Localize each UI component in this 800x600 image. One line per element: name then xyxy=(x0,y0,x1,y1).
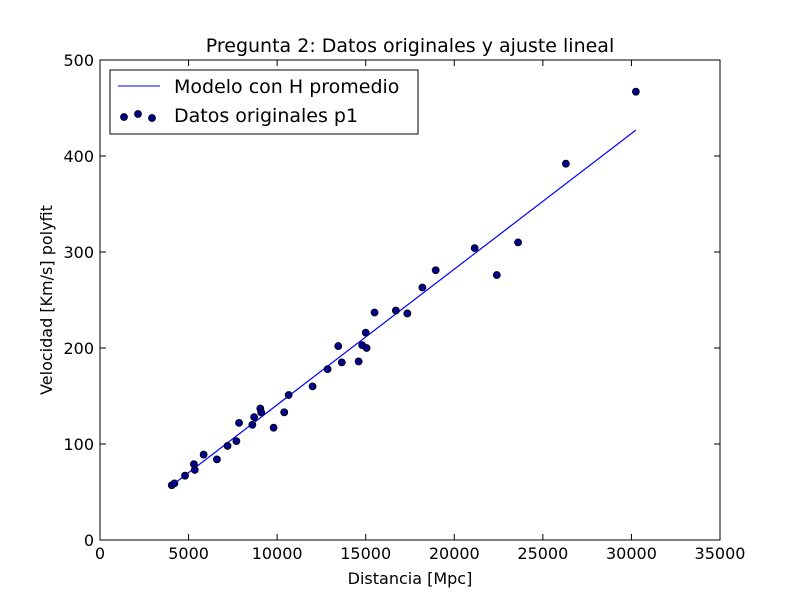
chart-title: Pregunta 2: Datos originales y ajuste li… xyxy=(206,35,614,57)
legend-marker-2 xyxy=(134,110,142,118)
data-point xyxy=(232,437,241,446)
data-point xyxy=(213,455,221,464)
data-point xyxy=(323,365,332,374)
data-point xyxy=(354,357,363,366)
data-point xyxy=(334,342,343,350)
x-axis-label: Distancia [Mpc] xyxy=(348,569,473,588)
legend-marker-1 xyxy=(120,113,128,121)
data-point xyxy=(170,479,179,488)
data-point xyxy=(181,471,189,480)
data-point xyxy=(514,238,522,247)
data-point xyxy=(370,308,379,317)
x-tick-label: 25000 xyxy=(517,544,568,563)
data-point xyxy=(199,450,208,459)
data-point xyxy=(362,344,371,352)
x-tick-label: 15000 xyxy=(340,544,391,563)
data-point xyxy=(470,244,479,253)
y-tick-label: 300 xyxy=(63,243,94,262)
data-point xyxy=(284,391,293,399)
legend-label-data: Datos originales p1 xyxy=(174,105,358,127)
x-tick-label: 0 xyxy=(95,544,105,563)
data-point xyxy=(257,408,266,417)
data-point xyxy=(190,466,199,474)
data-point xyxy=(250,413,259,422)
data-point xyxy=(308,382,317,391)
data-point xyxy=(223,442,232,450)
data-point xyxy=(337,358,346,367)
data-point xyxy=(561,159,570,168)
x-tick-label: 35000 xyxy=(695,544,746,563)
data-point xyxy=(269,423,278,432)
data-point xyxy=(235,418,243,427)
x-tick-label: 30000 xyxy=(606,544,657,563)
y-tick-label: 400 xyxy=(63,147,94,166)
legend-box xyxy=(109,69,419,135)
data-point xyxy=(391,306,400,315)
y-tick-label: 500 xyxy=(63,51,94,70)
x-tick-label: 5000 xyxy=(168,544,209,563)
y-tick-label: 0 xyxy=(84,531,94,550)
y-tick-label: 100 xyxy=(63,435,94,454)
data-point xyxy=(403,309,412,318)
plot-frame xyxy=(99,59,721,541)
data-point xyxy=(631,87,640,96)
data-point xyxy=(361,328,370,337)
data-point xyxy=(492,271,501,279)
legend: Modelo con H promedio Datos originales p… xyxy=(109,69,419,135)
x-tick-label: 10000 xyxy=(252,544,303,563)
data-point xyxy=(248,420,257,429)
fit-line xyxy=(170,129,637,487)
legend-label-model: Modelo con H promedio xyxy=(174,76,399,98)
y-tick-label: 200 xyxy=(63,339,94,358)
data-point xyxy=(431,266,440,275)
y-axis-label: Velocidad [Km/s] polyfit xyxy=(37,205,56,395)
legend-marker-3 xyxy=(148,114,156,122)
x-tick-label: 20000 xyxy=(429,544,480,563)
data-point xyxy=(280,408,289,417)
data-point xyxy=(418,283,427,292)
